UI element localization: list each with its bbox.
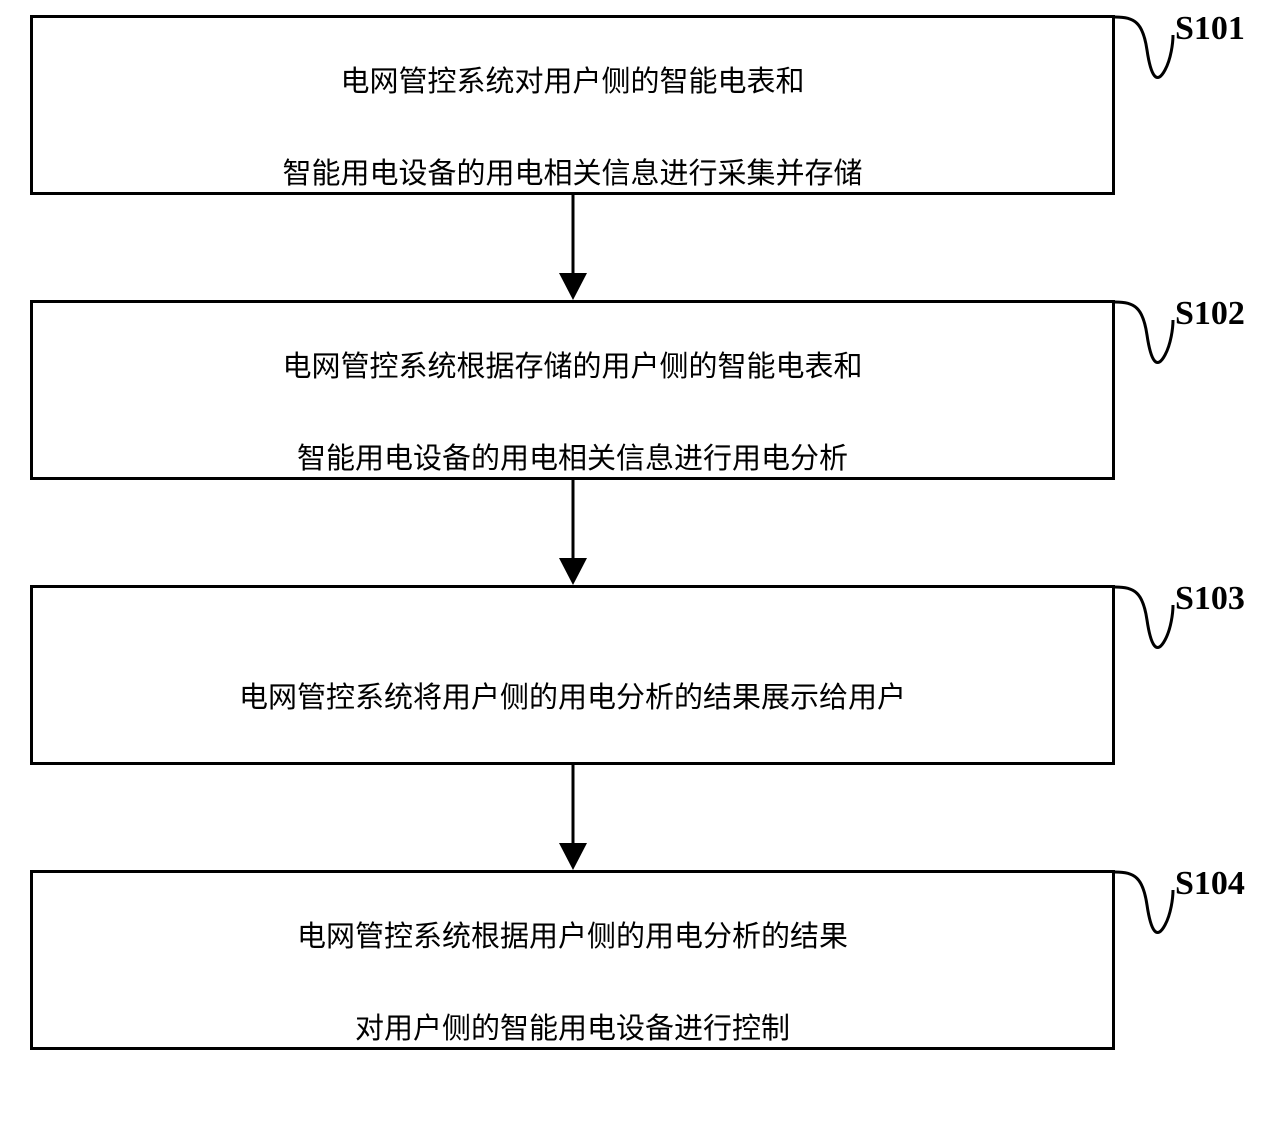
connector-line-s104 bbox=[1115, 870, 1180, 955]
step-label-s104: S104 bbox=[1175, 865, 1245, 903]
step-box-s102: 电网管控系统根据存储的用户侧的智能电表和 智能用电设备的用电相关信息进行用电分析 bbox=[30, 300, 1115, 480]
arrow-container bbox=[30, 480, 1115, 585]
step-text-line1: 电网管控系统将用户侧的用电分析的结果展示给用户 bbox=[239, 682, 906, 714]
step-text-line1: 电网管控系统根据存储的用户侧的智能电表和 bbox=[282, 351, 862, 383]
connector-line-s102 bbox=[1115, 300, 1180, 385]
step-text: 电网管控系统根据存储的用户侧的智能电表和 智能用电设备的用电相关信息进行用电分析 bbox=[282, 298, 862, 482]
arrow-down-icon bbox=[553, 480, 593, 585]
step-label-s101: S101 bbox=[1175, 10, 1245, 48]
arrow-down-icon bbox=[553, 195, 593, 300]
step-text-line2: 智能用电设备的用电相关信息进行用电分析 bbox=[297, 443, 848, 475]
step-box-s103: 电网管控系统将用户侧的用电分析的结果展示给用户 bbox=[30, 585, 1115, 765]
step-box-s101: 电网管控系统对用户侧的智能电表和 智能用电设备的用电相关信息进行采集并存储 bbox=[30, 15, 1115, 195]
step-label-s102: S102 bbox=[1175, 295, 1245, 333]
step-text-line1: 电网管控系统根据用户侧的用电分析的结果 bbox=[297, 921, 848, 953]
step-text: 电网管控系统对用户侧的智能电表和 智能用电设备的用电相关信息进行采集并存储 bbox=[282, 13, 862, 197]
step-text: 电网管控系统将用户侧的用电分析的结果展示给用户 bbox=[239, 629, 906, 721]
step-label-s103: S103 bbox=[1175, 580, 1245, 618]
arrow-container bbox=[30, 195, 1115, 300]
arrow-container bbox=[30, 765, 1115, 870]
flowchart-container: 电网管控系统对用户侧的智能电表和 智能用电设备的用电相关信息进行采集并存储 电网… bbox=[30, 15, 1115, 1050]
step-text-line2: 对用户侧的智能用电设备进行控制 bbox=[355, 1013, 790, 1045]
connector-line-s103 bbox=[1115, 585, 1180, 670]
connector-line-s101 bbox=[1115, 15, 1180, 100]
arrow-down-icon bbox=[553, 765, 593, 870]
step-text-line2: 智能用电设备的用电相关信息进行采集并存储 bbox=[282, 158, 862, 190]
step-box-s104: 电网管控系统根据用户侧的用电分析的结果 对用户侧的智能用电设备进行控制 bbox=[30, 870, 1115, 1050]
step-text-line1: 电网管控系统对用户侧的智能电表和 bbox=[340, 66, 804, 98]
step-text: 电网管控系统根据用户侧的用电分析的结果 对用户侧的智能用电设备进行控制 bbox=[297, 868, 848, 1052]
